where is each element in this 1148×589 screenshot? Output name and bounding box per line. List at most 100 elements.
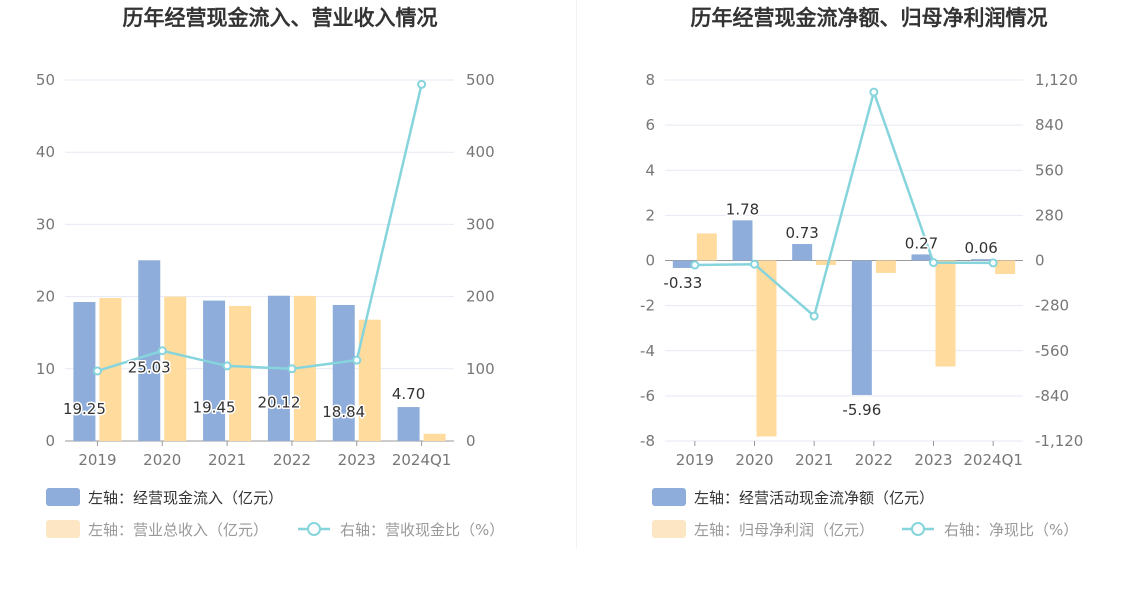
legend-marker-series3[interactable] xyxy=(307,522,321,536)
y-left-tick-label: 8 xyxy=(645,71,655,89)
bar-series1[interactable] xyxy=(332,304,355,441)
x-tick-label: 2022 xyxy=(855,451,893,469)
bar-series1[interactable] xyxy=(73,302,96,441)
bar-data-label: 4.70 xyxy=(392,385,425,403)
y-left-tick-label: 30 xyxy=(36,215,55,233)
bar-data-label: 0.06 xyxy=(964,239,997,257)
x-tick-label: 2019 xyxy=(78,451,116,469)
line-point[interactable] xyxy=(750,259,759,269)
bar-series2[interactable] xyxy=(875,260,896,273)
bar-data-label: -0.33 xyxy=(663,274,702,292)
y-left-tick-label: 0 xyxy=(645,252,655,270)
line-point[interactable] xyxy=(417,79,427,89)
bar-series1[interactable] xyxy=(792,244,813,261)
y-left-tick-label: 2 xyxy=(645,206,655,224)
bar-data-label: 19.45 xyxy=(193,399,236,417)
bar-series1[interactable] xyxy=(203,300,226,441)
y-right-tick-label: 100 xyxy=(466,360,495,378)
bar-series2[interactable] xyxy=(164,296,187,441)
legend-label-series2: 左轴：营业总收入（亿元） xyxy=(88,521,268,539)
line-point[interactable] xyxy=(222,361,232,371)
x-tick-label: 2022 xyxy=(273,451,311,469)
bar-series2[interactable] xyxy=(995,260,1016,275)
bar-series1[interactable] xyxy=(911,254,932,261)
line-point[interactable] xyxy=(92,366,102,376)
legend-swatch-series2[interactable] xyxy=(652,520,686,538)
y-right-tick-label: -1,120 xyxy=(1035,432,1083,450)
y-right-tick-label: 280 xyxy=(1035,206,1064,224)
y-right-tick-label: -560 xyxy=(1035,342,1069,360)
bar-series1[interactable] xyxy=(971,259,992,261)
bar-series2[interactable] xyxy=(423,433,446,441)
y-left-tick-label: 10 xyxy=(36,360,55,378)
bar-series2[interactable] xyxy=(293,295,316,441)
x-tick-label: 2021 xyxy=(208,451,246,469)
legend-swatch-series1[interactable] xyxy=(652,488,686,506)
line-point[interactable] xyxy=(352,355,362,365)
y-right-tick-label: 0 xyxy=(1035,252,1045,270)
line-point[interactable] xyxy=(929,258,938,268)
legend-label-series3: 右轴：营收现金比（%） xyxy=(340,521,504,539)
y-right-tick-label: 300 xyxy=(466,215,495,233)
line-point[interactable] xyxy=(690,260,700,270)
line-point[interactable] xyxy=(809,311,819,321)
y-left-tick-label: -2 xyxy=(640,297,655,315)
y-right-tick-label: -840 xyxy=(1035,387,1069,405)
net-cash-flow-profit-chart: 历年经营现金流净额、归母净利润情况 -8 -6 -4 -2 0 2 4 6 8 -1,120 -840… xyxy=(640,6,1083,539)
x-tick-label: 2019 xyxy=(676,451,714,469)
bar-data-label: 0.27 xyxy=(905,234,938,252)
x-tick-label: 2024Q1 xyxy=(392,451,452,469)
legend-label-series2: 左轴：归母净利润（亿元） xyxy=(694,521,874,539)
chart-title: 历年经营现金流净额、归母净利润情况 xyxy=(691,6,1048,30)
y-left-tick-label: 0 xyxy=(45,432,55,450)
line-point[interactable] xyxy=(287,364,297,374)
x-tick-label: 2021 xyxy=(795,451,833,469)
y-left-tick-label: -8 xyxy=(640,432,655,450)
y-left-tick-label: 20 xyxy=(36,288,55,306)
y-right-tick-label: 560 xyxy=(1035,161,1064,179)
bar-series2[interactable] xyxy=(358,319,381,441)
line-point[interactable] xyxy=(869,87,879,97)
bar-series1[interactable] xyxy=(672,260,693,268)
y-right-tick-label: 840 xyxy=(1035,116,1064,134)
legend-label-series1: 左轴：经营现金流入（亿元） xyxy=(88,489,283,507)
y-left-tick-label: 40 xyxy=(36,143,55,161)
legend-swatch-series2[interactable] xyxy=(46,520,80,538)
bar-series2[interactable] xyxy=(229,305,252,441)
panel-divider xyxy=(576,0,577,548)
bar-data-label: 19.25 xyxy=(63,400,106,418)
bar-series2[interactable] xyxy=(756,260,777,437)
bar-series1[interactable] xyxy=(851,260,872,395)
y-left-tick-label: -4 xyxy=(640,342,655,360)
bar-series2[interactable] xyxy=(696,233,717,261)
line-series xyxy=(694,87,994,319)
legend-swatch-series1[interactable] xyxy=(46,488,80,506)
y-right-tick-label: 500 xyxy=(466,71,495,89)
cash-inflow-revenue-chart: 历年经营现金流入、营业收入情况 0 10 20 30 40 500 100 200 300 400 5… xyxy=(36,6,504,539)
chart-title: 历年经营现金流入、营业收入情况 xyxy=(123,6,438,30)
y-left-tick-label: 6 xyxy=(645,116,655,134)
bar-series1[interactable] xyxy=(138,260,161,441)
x-tick-label: 2023 xyxy=(338,451,376,469)
y-right-tick-label: 200 xyxy=(466,288,495,306)
bar-series1[interactable] xyxy=(732,220,753,261)
bar-data-label: 20.12 xyxy=(257,394,300,412)
y-right-tick-label: 400 xyxy=(466,143,495,161)
bar-series2[interactable] xyxy=(935,260,956,367)
bar-data-label: -5.96 xyxy=(842,401,881,419)
bar-series1[interactable] xyxy=(397,407,420,441)
legend-label-series3: 右轴：净现比（%） xyxy=(944,521,1078,539)
x-tick-label: 2024Q1 xyxy=(963,451,1023,469)
bar-data-label: 18.84 xyxy=(322,403,365,421)
y-left-tick-label: 50 xyxy=(36,71,55,89)
x-tick-label: 2023 xyxy=(914,451,952,469)
line-point[interactable] xyxy=(157,346,167,356)
line-series xyxy=(97,84,423,373)
legend-label-series1: 左轴：经营活动现金流净额（亿元） xyxy=(694,489,934,507)
bar-series2[interactable] xyxy=(99,298,122,441)
bar-data-label: 1.78 xyxy=(726,200,759,218)
line-point[interactable] xyxy=(988,258,998,268)
legend-marker-series3[interactable] xyxy=(911,522,925,536)
x-tick-label: 2020 xyxy=(735,451,773,469)
bar-series2[interactable] xyxy=(816,260,837,266)
